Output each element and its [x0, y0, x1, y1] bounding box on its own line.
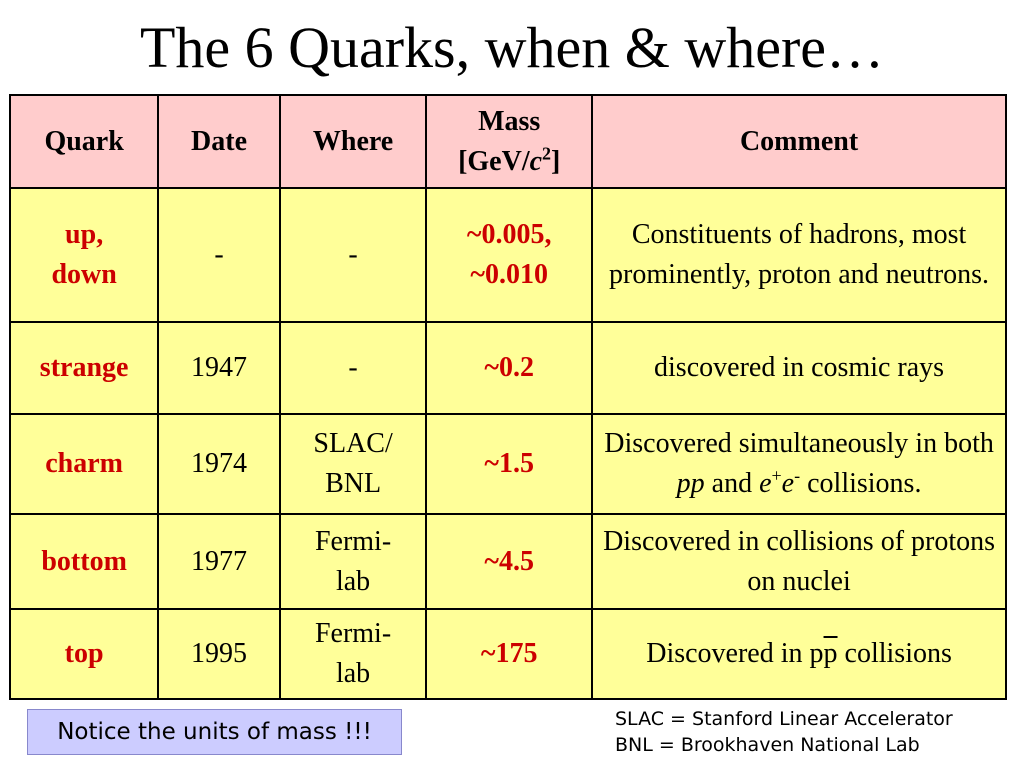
header-date: Date [157, 94, 281, 189]
where-line: BNL [325, 468, 382, 499]
table-row: up, down - - ~0.005, ~0.010 Constituents… [8, 187, 1007, 323]
quark-name: up, [65, 219, 104, 250]
comment-cell: Discovered simultaneously in both pp and… [591, 413, 1007, 515]
where-cell: - [278, 187, 428, 323]
where-line: Fermi- [314, 525, 392, 557]
header-mass-open: [GeV/ [458, 145, 530, 177]
mass-cell: ~0.005, ~0.010 [425, 187, 594, 323]
slide-title: The 6 Quarks, when & where… [139, 15, 885, 80]
date-cell: - [157, 187, 281, 323]
header-mass: Mass [GeV/c2] [425, 94, 594, 189]
legend-bnl: BNL = Brookhaven National Lab [615, 734, 920, 756]
where-cell: SLAC/ BNL [278, 413, 428, 515]
table-row: top 1995 Fermi- lab ~175 Discovered in p… [8, 608, 1007, 700]
date-cell: 1974 [157, 413, 281, 515]
where-cell: Fermi- lab [278, 513, 428, 610]
mass-cell: ~4.5 [425, 513, 594, 610]
header-mass-c: c [529, 145, 543, 177]
abbreviation-legend: SLAC = Stanford Linear Accelerator BNL =… [615, 706, 953, 758]
quark-cell: charm [8, 413, 160, 515]
where-line: lab [335, 658, 371, 689]
table-row: charm 1974 SLAC/ BNL ~1.5 Discovered sim… [8, 413, 1007, 515]
table-row: bottom 1977 Fermi- lab ~4.5 Discovered i… [8, 513, 1007, 610]
comment-text: and [704, 468, 760, 499]
quark-cell: top [8, 608, 160, 700]
comment-cell: Constituents of hadrons, most prominentl… [591, 187, 1007, 323]
where-cell: Fermi- lab [278, 608, 428, 700]
header-where: Where [278, 94, 428, 189]
where-line: Fermi- [314, 618, 392, 649]
quark-cell: up, down [8, 187, 160, 323]
header-mass-exp: 2 [542, 143, 552, 164]
date-cell: 1977 [157, 513, 281, 610]
comment-minus: - [794, 465, 801, 486]
comment-text: collisions. [800, 468, 922, 499]
legend-slac: SLAC = Stanford Linear Accelerator [615, 708, 953, 730]
quark-cell: strange [8, 321, 160, 415]
comment-pp: pp [676, 468, 705, 499]
comment-text: Discovered in p [646, 638, 824, 669]
header-quark: Quark [8, 94, 160, 189]
notice-box: Notice the units of mass !!! [27, 709, 402, 755]
quark-name: down [51, 259, 117, 290]
mass-value: ~0.005, [466, 219, 552, 250]
comment-text: collisions [837, 638, 952, 669]
mass-cell: ~1.5 [425, 413, 594, 515]
mass-value: ~0.010 [470, 259, 548, 290]
where-cell: - [278, 321, 428, 415]
comment-e: e [781, 468, 795, 499]
comment-cell: discovered in cosmic rays [591, 321, 1007, 415]
header-mass-close: ] [551, 145, 561, 177]
quark-cell: bottom [8, 513, 160, 610]
comment-plus: + [771, 465, 782, 486]
comment-e: e [759, 468, 772, 499]
date-cell: 1995 [157, 608, 281, 700]
where-line: SLAC/ [313, 428, 393, 459]
header-mass-label: Mass [478, 105, 541, 137]
table-row: strange 1947 - ~0.2 discovered in cosmic… [8, 321, 1007, 415]
quarks-table: Quark Date Where Mass [GeV/c2] Comment u… [8, 94, 1007, 700]
mass-cell: ~0.2 [425, 321, 594, 415]
comment-cell: Discovered in pp collisions [591, 608, 1007, 700]
comment-pbar: p [823, 638, 838, 669]
header-comment: Comment [591, 94, 1007, 189]
comment-text: Discovered simultaneously in both [604, 428, 994, 459]
table-header-row: Quark Date Where Mass [GeV/c2] Comment [8, 94, 1007, 189]
comment-cell: Discovered in collisions of protons on n… [591, 513, 1007, 610]
where-line: lab [335, 565, 371, 597]
mass-cell: ~175 [425, 608, 594, 700]
date-cell: 1947 [157, 321, 281, 415]
